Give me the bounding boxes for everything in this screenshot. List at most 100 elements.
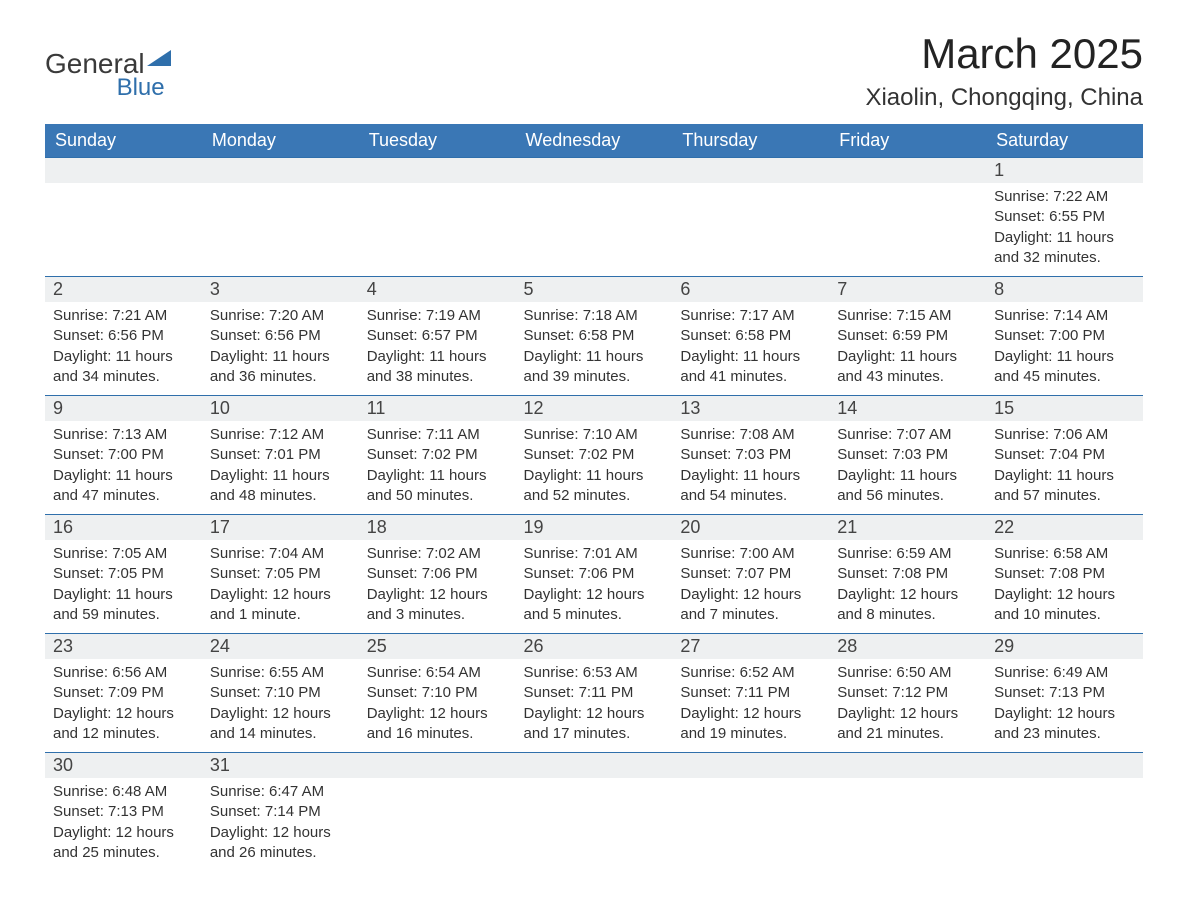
calendar-cell: 26Sunrise: 6:53 AMSunset: 7:11 PMDayligh…: [516, 633, 673, 752]
calendar-cell: 29Sunrise: 6:49 AMSunset: 7:13 PMDayligh…: [986, 633, 1143, 752]
daylight-line: Daylight: 12 hours and 7 minutes.: [680, 585, 821, 626]
day-details: Sunrise: 6:59 AMSunset: 7:08 PMDaylight:…: [829, 540, 986, 633]
daylight-line: Daylight: 11 hours and 54 minutes.: [680, 466, 821, 507]
calendar-cell: 19Sunrise: 7:01 AMSunset: 7:06 PMDayligh…: [516, 514, 673, 633]
day-number: 11: [359, 395, 516, 421]
day-details: Sunrise: 7:20 AMSunset: 6:56 PMDaylight:…: [202, 302, 359, 395]
day-number: 15: [986, 395, 1143, 421]
daylight-line: Daylight: 11 hours and 50 minutes.: [367, 466, 508, 507]
calendar-cell: 24Sunrise: 6:55 AMSunset: 7:10 PMDayligh…: [202, 633, 359, 752]
daylight-line: Daylight: 12 hours and 12 minutes.: [53, 704, 194, 745]
daylight-line: Daylight: 11 hours and 39 minutes.: [524, 347, 665, 388]
day-details: Sunrise: 7:11 AMSunset: 7:02 PMDaylight:…: [359, 421, 516, 514]
sunrise-line: Sunrise: 7:06 AM: [994, 425, 1135, 445]
calendar-cell: [829, 157, 986, 276]
calendar-table: SundayMondayTuesdayWednesdayThursdayFrid…: [45, 124, 1143, 871]
day-details: Sunrise: 6:48 AMSunset: 7:13 PMDaylight:…: [45, 778, 202, 871]
sunrise-line: Sunrise: 7:00 AM: [680, 544, 821, 564]
calendar-cell: 31Sunrise: 6:47 AMSunset: 7:14 PMDayligh…: [202, 752, 359, 871]
calendar-cell: [359, 157, 516, 276]
daylight-line: Daylight: 11 hours and 48 minutes.: [210, 466, 351, 507]
sunrise-line: Sunrise: 7:17 AM: [680, 306, 821, 326]
sunrise-line: Sunrise: 6:50 AM: [837, 663, 978, 683]
title-block: March 2025 Xiaolin, Chongqing, China: [865, 30, 1143, 112]
calendar-cell: 14Sunrise: 7:07 AMSunset: 7:03 PMDayligh…: [829, 395, 986, 514]
day-details: Sunrise: 7:06 AMSunset: 7:04 PMDaylight:…: [986, 421, 1143, 514]
sunset-line: Sunset: 7:02 PM: [524, 445, 665, 465]
day-details: Sunrise: 7:07 AMSunset: 7:03 PMDaylight:…: [829, 421, 986, 514]
day-details: [986, 778, 1143, 810]
daylight-line: Daylight: 11 hours and 34 minutes.: [53, 347, 194, 388]
calendar-cell: 27Sunrise: 6:52 AMSunset: 7:11 PMDayligh…: [672, 633, 829, 752]
day-details: Sunrise: 6:49 AMSunset: 7:13 PMDaylight:…: [986, 659, 1143, 752]
day-number: [359, 157, 516, 183]
sunset-line: Sunset: 6:58 PM: [680, 326, 821, 346]
day-number: [672, 752, 829, 778]
calendar-cell: 8Sunrise: 7:14 AMSunset: 7:00 PMDaylight…: [986, 276, 1143, 395]
sunset-line: Sunset: 7:06 PM: [524, 564, 665, 584]
calendar-cell: 3Sunrise: 7:20 AMSunset: 6:56 PMDaylight…: [202, 276, 359, 395]
sunset-line: Sunset: 7:13 PM: [53, 802, 194, 822]
sunrise-line: Sunrise: 7:19 AM: [367, 306, 508, 326]
daylight-line: Daylight: 12 hours and 21 minutes.: [837, 704, 978, 745]
day-details: Sunrise: 7:04 AMSunset: 7:05 PMDaylight:…: [202, 540, 359, 633]
sunset-line: Sunset: 7:04 PM: [994, 445, 1135, 465]
weekday-header: Tuesday: [359, 124, 516, 157]
day-number: [45, 157, 202, 183]
sunrise-line: Sunrise: 7:08 AM: [680, 425, 821, 445]
calendar-cell: 11Sunrise: 7:11 AMSunset: 7:02 PMDayligh…: [359, 395, 516, 514]
calendar-cell: 23Sunrise: 6:56 AMSunset: 7:09 PMDayligh…: [45, 633, 202, 752]
day-number: 20: [672, 514, 829, 540]
brand-name-2: Blue: [117, 74, 165, 101]
sunset-line: Sunset: 7:01 PM: [210, 445, 351, 465]
calendar-cell: [45, 157, 202, 276]
calendar-cell: [516, 157, 673, 276]
day-number: 1: [986, 157, 1143, 183]
calendar-cell: [829, 752, 986, 871]
day-number: 28: [829, 633, 986, 659]
daylight-line: Daylight: 12 hours and 23 minutes.: [994, 704, 1135, 745]
daylight-line: Daylight: 12 hours and 8 minutes.: [837, 585, 978, 626]
sunrise-line: Sunrise: 6:55 AM: [210, 663, 351, 683]
sunrise-line: Sunrise: 7:10 AM: [524, 425, 665, 445]
daylight-line: Daylight: 11 hours and 36 minutes.: [210, 347, 351, 388]
day-details: Sunrise: 7:14 AMSunset: 7:00 PMDaylight:…: [986, 302, 1143, 395]
calendar-cell: 12Sunrise: 7:10 AMSunset: 7:02 PMDayligh…: [516, 395, 673, 514]
daylight-line: Daylight: 11 hours and 45 minutes.: [994, 347, 1135, 388]
sunrise-line: Sunrise: 7:05 AM: [53, 544, 194, 564]
sunset-line: Sunset: 7:00 PM: [994, 326, 1135, 346]
calendar-cell: [986, 752, 1143, 871]
calendar-cell: 15Sunrise: 7:06 AMSunset: 7:04 PMDayligh…: [986, 395, 1143, 514]
weekday-header: Monday: [202, 124, 359, 157]
weekday-header: Sunday: [45, 124, 202, 157]
sunrise-line: Sunrise: 6:59 AM: [837, 544, 978, 564]
day-details: [359, 183, 516, 215]
day-number: [986, 752, 1143, 778]
day-details: Sunrise: 6:58 AMSunset: 7:08 PMDaylight:…: [986, 540, 1143, 633]
day-details: [202, 183, 359, 215]
day-number: [829, 157, 986, 183]
page-title: March 2025: [865, 30, 1143, 78]
sunrise-line: Sunrise: 7:14 AM: [994, 306, 1135, 326]
weekday-header: Friday: [829, 124, 986, 157]
day-number: 2: [45, 276, 202, 302]
sunset-line: Sunset: 7:11 PM: [680, 683, 821, 703]
day-details: [516, 778, 673, 810]
day-details: Sunrise: 7:18 AMSunset: 6:58 PMDaylight:…: [516, 302, 673, 395]
calendar-cell: 30Sunrise: 6:48 AMSunset: 7:13 PMDayligh…: [45, 752, 202, 871]
daylight-line: Daylight: 11 hours and 59 minutes.: [53, 585, 194, 626]
day-number: 17: [202, 514, 359, 540]
day-number: 21: [829, 514, 986, 540]
day-number: 8: [986, 276, 1143, 302]
calendar-cell: 5Sunrise: 7:18 AMSunset: 6:58 PMDaylight…: [516, 276, 673, 395]
day-details: Sunrise: 7:15 AMSunset: 6:59 PMDaylight:…: [829, 302, 986, 395]
sunrise-line: Sunrise: 6:58 AM: [994, 544, 1135, 564]
day-number: 7: [829, 276, 986, 302]
daylight-line: Daylight: 12 hours and 14 minutes.: [210, 704, 351, 745]
sunrise-line: Sunrise: 7:12 AM: [210, 425, 351, 445]
daylight-line: Daylight: 12 hours and 5 minutes.: [524, 585, 665, 626]
header: General Blue March 2025 Xiaolin, Chongqi…: [45, 30, 1143, 112]
day-number: 27: [672, 633, 829, 659]
day-details: Sunrise: 7:17 AMSunset: 6:58 PMDaylight:…: [672, 302, 829, 395]
day-details: Sunrise: 6:56 AMSunset: 7:09 PMDaylight:…: [45, 659, 202, 752]
